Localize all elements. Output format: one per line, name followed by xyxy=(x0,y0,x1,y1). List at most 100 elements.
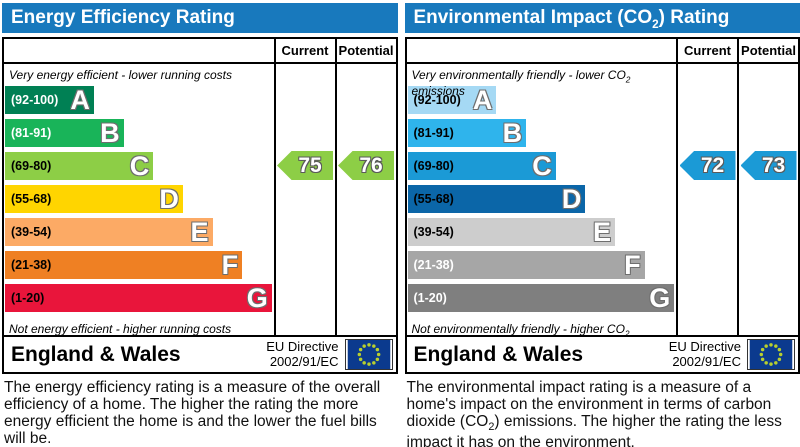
energy-bottom-note: Not energy efficient - higher running co… xyxy=(9,322,232,335)
environmental-top-note: Very environmentally friendly - lower CO… xyxy=(411,68,631,99)
environmental-potential-value: 73 xyxy=(761,153,786,177)
energy-current-arrow: 75 xyxy=(277,151,333,180)
co2-band-f: (21-38) F xyxy=(407,250,645,280)
energy-band-c: (69-80) C xyxy=(5,151,154,181)
band-row: (1-20) G xyxy=(407,284,677,312)
co2-band-e: (39-54) E xyxy=(407,217,615,247)
energy-footer-row: England & Wales EU Directive 2002/91/EC xyxy=(4,335,396,372)
band-range-label: (1-20) xyxy=(413,291,447,305)
band-row: (92-100) A xyxy=(4,86,274,114)
environmental-panel-title-text: Environmental Impact (CO xyxy=(413,7,653,28)
band-row: (1-20) G xyxy=(4,284,274,312)
environmental-current-cell: 72 xyxy=(676,64,737,335)
environmental-description: The environmental impact rating is a mea… xyxy=(406,379,782,447)
region-label: England & Wales xyxy=(11,342,181,366)
energy-chart-box: Current Potential Very energy efficient … xyxy=(2,37,398,374)
band-letter: D xyxy=(561,184,582,214)
band-row: (55-68) D xyxy=(4,185,274,213)
environmental-impact-panel: Environmental Impact (CO2) Rating Curren… xyxy=(404,3,800,447)
band-range-label: (55-68) xyxy=(11,192,52,206)
band-letter: C xyxy=(129,151,150,181)
eu-flag-icon xyxy=(747,339,795,370)
band-range-label: (81-91) xyxy=(413,126,454,140)
band-range-label: (21-38) xyxy=(11,258,52,272)
band-row: (21-38) F xyxy=(4,251,274,279)
environmental-panel-title: Environmental Impact (CO2) Rating xyxy=(404,3,800,33)
environmental-current-value: 72 xyxy=(700,153,725,177)
band-letter: G xyxy=(649,283,671,313)
energy-potential-arrow: 76 xyxy=(338,151,394,180)
band-row: (39-54) E xyxy=(4,218,274,246)
energy-efficiency-panel: Energy Efficiency Rating Current Potenti… xyxy=(2,3,398,447)
environmental-potential-arrow: 73 xyxy=(740,151,797,180)
energy-rating-scale: Very energy efficient - lower running co… xyxy=(4,64,274,335)
band-letter: F xyxy=(221,250,239,280)
band-row: (81-91) B xyxy=(407,119,677,147)
band-letter: G xyxy=(246,283,268,313)
band-range-label: (39-54) xyxy=(413,225,454,239)
energy-chart-body: Very energy efficient - lower running co… xyxy=(4,64,396,335)
environmental-potential-cell: 73 xyxy=(737,64,798,335)
energy-potential-cell: 76 xyxy=(334,64,396,335)
band-row: (69-80) C xyxy=(407,152,677,180)
band-letter: B xyxy=(100,118,120,148)
region-label: England & Wales xyxy=(413,342,584,366)
energy-band-a: (92-100) A xyxy=(5,86,94,114)
energy-panel-title-text: Energy Efficiency Rating xyxy=(11,7,235,28)
band-letter: E xyxy=(190,217,209,247)
band-range-label: (1-20) xyxy=(11,291,45,305)
energy-band-b: (81-91) B xyxy=(5,119,124,147)
environmental-current-arrow: 72 xyxy=(679,151,736,180)
band-letter: F xyxy=(624,250,641,280)
rating-scale-header-spacer xyxy=(407,39,677,62)
band-row: (39-54) E xyxy=(407,218,677,246)
energy-column-header-row: Current Potential xyxy=(4,39,396,64)
band-range-label: (21-38) xyxy=(413,258,454,272)
current-column-header: Current xyxy=(273,39,335,62)
rating-scale-header-spacer xyxy=(4,39,274,62)
co2-band-b: (81-91) B xyxy=(407,118,527,148)
rating-charts-container: Energy Efficiency Rating Current Potenti… xyxy=(2,3,800,447)
energy-band-f: (21-38) F xyxy=(5,250,243,280)
energy-band-d: (55-68) D xyxy=(5,185,183,213)
band-letter: A xyxy=(70,85,90,115)
eu-flag-icon xyxy=(344,339,393,370)
band-letter: E xyxy=(592,217,611,247)
band-range-label: (92-100) xyxy=(11,93,59,107)
band-row: (69-80) C xyxy=(4,152,274,180)
co2-band-g: (1-20) G xyxy=(407,283,675,313)
potential-column-header: Potential xyxy=(737,39,798,62)
environmental-chart-body: Very environmentally friendly - lower CO… xyxy=(407,64,799,335)
band-range-label: (69-80) xyxy=(11,159,52,173)
environmental-chart-box: Current Potential Very environmentally f… xyxy=(404,37,800,374)
environmental-footer-row: England & Wales EU Directive 2002/91/EC xyxy=(406,335,798,372)
band-range-label: (81-91) xyxy=(11,126,52,140)
band-letter: A xyxy=(472,85,493,115)
energy-band-e: (39-54) E xyxy=(5,218,213,246)
energy-current-cell: 75 xyxy=(273,64,335,335)
current-column-header: Current xyxy=(676,39,737,62)
band-row: (81-91) B xyxy=(4,119,274,147)
co2-band-c: (69-80) C xyxy=(407,151,556,181)
eu-directive-label: EU Directive 2002/91/EC xyxy=(668,338,741,369)
band-range-label: (69-80) xyxy=(413,159,454,173)
environmental-column-header-row: Current Potential xyxy=(406,39,798,64)
band-letter: B xyxy=(502,118,523,148)
energy-top-note: Very energy efficient - lower running co… xyxy=(9,68,232,82)
band-range-label: (92-100) xyxy=(413,93,461,107)
environmental-bottom-note: Not environmentally friendly - higher CO… xyxy=(411,322,630,335)
band-range-label: (55-68) xyxy=(413,192,454,206)
energy-panel-title: Energy Efficiency Rating xyxy=(2,3,398,33)
energy-current-value: 75 xyxy=(298,153,322,177)
energy-band-g: (1-20) G xyxy=(5,284,272,312)
band-letter: C xyxy=(532,151,552,181)
band-row: (55-68) D xyxy=(407,185,677,213)
co2-band-d: (55-68) D xyxy=(407,184,586,214)
energy-potential-value: 76 xyxy=(359,153,383,177)
band-row: (21-38) F xyxy=(407,251,677,279)
potential-column-header: Potential xyxy=(334,39,396,62)
band-range-label: (39-54) xyxy=(11,225,52,239)
band-letter: D xyxy=(159,184,179,214)
band-row: (92-100) A xyxy=(407,86,677,114)
